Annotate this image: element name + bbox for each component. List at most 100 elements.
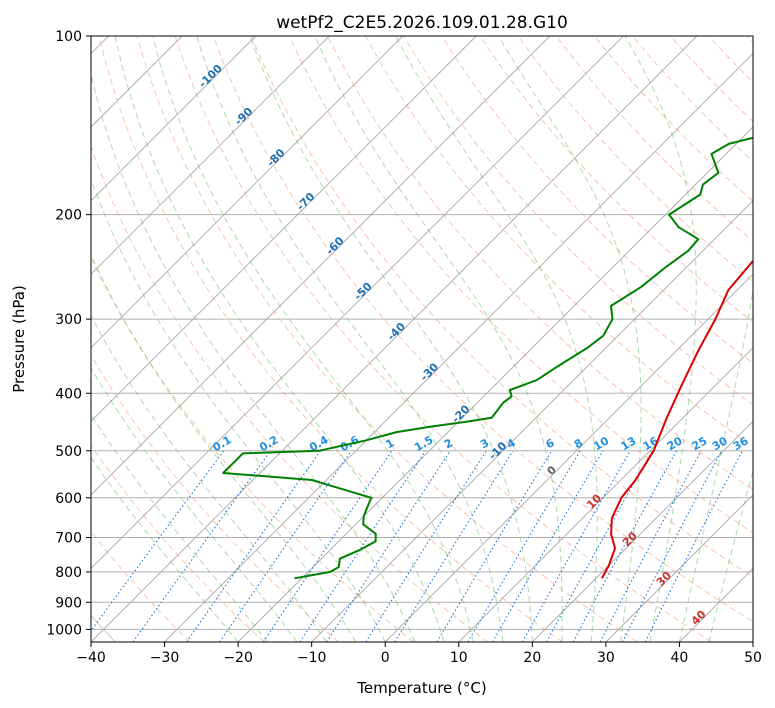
mixing-ratio-line (467, 450, 581, 642)
mixing-ratio-line (572, 450, 678, 642)
isotherm-label: -30 (418, 360, 441, 383)
y-tick-label: 600 (55, 491, 82, 507)
y-tick-label: 300 (55, 312, 82, 328)
moist-adiabat-line (249, 36, 533, 642)
y-tick-label: 900 (55, 595, 82, 611)
x-tick-label: −20 (223, 650, 253, 666)
isotherm-line (752, 641, 753, 642)
x-tick-label: 30 (597, 650, 615, 666)
y-axis-label: Pressure (hPa) (10, 285, 28, 393)
mixing-ratio-line (219, 450, 352, 642)
dry-adiabat-line (91, 354, 340, 642)
isotherm-label: -100 (196, 62, 225, 91)
dry-adiabat-line (708, 36, 753, 83)
isotherm-line (91, 36, 551, 496)
dry-adiabat-line (174, 36, 713, 642)
temperature-profile-line (601, 259, 753, 579)
isotherm-label: 20 (620, 529, 640, 549)
mixing-ratio-line (91, 450, 225, 632)
mixing-ratio-line (326, 450, 451, 642)
isotherm-line (531, 420, 753, 642)
dry-adiabat-line (288, 36, 753, 534)
moist-adiabat-line (708, 469, 753, 642)
mixing-ratio-line (132, 450, 272, 642)
mixing-ratio-line (186, 450, 321, 642)
mixing-ratio-label: 2 (442, 436, 455, 451)
isotherm-label: -60 (323, 234, 346, 257)
mixing-ratio-line (365, 450, 487, 642)
moist-adiabat-line (152, 36, 474, 642)
y-tick-label: 100 (55, 29, 82, 45)
isotherm-line (91, 36, 330, 275)
background-lines (91, 36, 753, 642)
dry-adiabat-line (91, 145, 489, 642)
dry-adiabat-line (91, 530, 191, 642)
mixing-ratio-line (546, 450, 653, 642)
mixing-ratio-labels: 0.1 0.2 0.4 0.6 1 1.5 2 3 4 6 8 10 13 16 20 25 30 36 (210, 433, 750, 454)
isotherm-line (679, 567, 753, 642)
isotherm-line (384, 273, 753, 642)
moist-adiabat-line (395, 36, 598, 642)
isotherm-line (164, 52, 753, 642)
mixing-ratio-line (299, 450, 426, 642)
dry-adiabat-line (91, 444, 265, 642)
isotherm-label: 40 (689, 608, 709, 628)
dewpoint-profile-line (222, 136, 753, 580)
mixing-ratio-line (263, 450, 393, 642)
isotherm-line (91, 36, 698, 642)
y-tick-label: 500 (55, 444, 82, 460)
moist-adiabat-line (678, 287, 753, 642)
moist-adiabat-line (91, 178, 386, 642)
isotherm-label: 10 (584, 491, 604, 511)
moist-adiabat-line (497, 36, 642, 642)
x-tick-label: 0 (381, 650, 390, 666)
mixing-ratio-line (436, 450, 553, 642)
dry-adiabat-line (250, 36, 753, 578)
plot-frame (90, 35, 754, 643)
dry-adiabat-line (746, 36, 753, 44)
isotherm-line (91, 36, 624, 570)
y-tick-label: 200 (55, 208, 82, 224)
dry-adiabat-line (91, 256, 414, 642)
dry-adiabat-line (555, 36, 753, 242)
x-tick-label: −10 (297, 650, 327, 666)
x-axis-ticks: −40 −30 −20 −10 0 10 20 30 40 50 (76, 642, 762, 666)
x-tick-label: 20 (523, 650, 541, 666)
mixing-ratio-line (599, 450, 702, 642)
x-tick-label: −40 (76, 650, 106, 666)
chart-title: wetPf2_C2E5.2026.109.01.28.G10 (276, 13, 568, 33)
moist-adiabat-line (91, 367, 298, 642)
isotherm-label: -70 (294, 190, 317, 213)
y-tick-label: 400 (55, 386, 82, 402)
x-tick-label: 40 (671, 650, 689, 666)
moist-adiabat-line (91, 314, 327, 642)
dry-adiabat-line (593, 36, 753, 202)
isotherm-line (237, 126, 753, 642)
dry-adiabat-line (479, 36, 753, 323)
dry-adiabat-line (517, 36, 753, 283)
x-tick-label: −30 (150, 650, 180, 666)
moist-adiabat-line (624, 36, 697, 642)
x-axis-label: Temperature (°C) (356, 679, 486, 697)
dry-adiabat-line (212, 36, 753, 623)
moist-adiabat-line (91, 253, 357, 642)
mixing-ratio-line (522, 450, 631, 642)
x-tick-label: 10 (450, 650, 468, 666)
isotherm-line (605, 494, 753, 642)
moist-adiabat-line (91, 456, 239, 642)
isotherm-line (91, 36, 257, 202)
isotherm-line (458, 347, 753, 642)
y-tick-label: 700 (55, 531, 82, 547)
isotherm-line (91, 36, 477, 423)
dry-adiabat-line (136, 36, 638, 642)
moist-adiabat-line (314, 36, 563, 642)
moist-adiabat-line (91, 72, 416, 642)
moist-adiabat-line (91, 413, 268, 642)
moist-adiabat-line (196, 36, 504, 642)
x-tick-label: 50 (744, 650, 762, 666)
dry-adiabat-line (98, 36, 563, 642)
dry-adiabat-line (441, 36, 753, 364)
dry-adiabat-line (670, 36, 753, 123)
